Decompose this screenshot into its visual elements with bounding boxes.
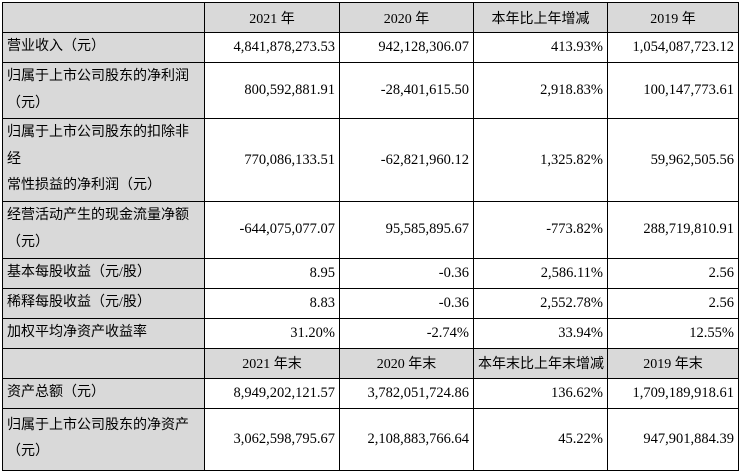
total-assets-2020: 3,782,051,724.86 [339, 377, 474, 409]
table-header-row-annual: 2021 年 2020 年 本年比上年增减 2019 年 [2, 2, 739, 33]
cash-flow-yoy: -773.82% [473, 200, 608, 259]
table-row-net-assets: 归属于上市公司股东的净资产 （元） 3,062,598,795.67 2,108… [2, 407, 739, 471]
net-profit-2021: 800,592,881.91 [204, 61, 340, 120]
weighted-roe-2021: 31.20% [204, 317, 340, 349]
row-label-diluted-eps: 稀释每股收益（元/股） [2, 287, 205, 319]
weighted-roe-2019: 12.55% [607, 317, 739, 349]
row-label-cash-flow: 经营活动产生的现金流量净额 （元） [2, 200, 205, 259]
row-label-net-assets: 归属于上市公司股东的净资产 （元） [2, 407, 205, 471]
table-row-net-profit: 归属于上市公司股东的净利润 （元） 800,592,881.91 -28,401… [2, 61, 739, 120]
total-assets-2021: 8,949,202,121.57 [204, 377, 340, 409]
header-2021-end: 2021 年末 [204, 347, 340, 379]
row-label-net-profit: 归属于上市公司股东的净利润 （元） [2, 61, 205, 120]
net-profit-excl-2020: -62,821,960.12 [339, 118, 474, 202]
header-corner-cell [2, 2, 205, 33]
cash-flow-2019: 288,719,810.91 [607, 200, 739, 259]
table-row-weighted-roe: 加权平均净资产收益率 31.20% -2.74% 33.94% 12.55% [2, 317, 739, 349]
header-2020-end: 2020 年末 [339, 347, 474, 379]
table-header-row-yearend: 2021 年末 2020 年末 本年末比上年末增减 2019 年末 [2, 347, 739, 379]
net-profit-excl-2021: 770,086,133.51 [204, 118, 340, 202]
revenue-2021: 4,841,878,273.53 [204, 32, 340, 63]
table-row-net-profit-excl-nonrecurring: 归属于上市公司股东的扣除非经 常性损益的净利润（元） 770,086,133.5… [2, 118, 739, 202]
net-assets-2021: 3,062,598,795.67 [204, 407, 340, 471]
row-label-revenue: 营业收入（元） [2, 32, 205, 63]
net-assets-2019: 947,901,884.39 [607, 407, 739, 471]
total-assets-2019: 1,709,189,918.61 [607, 377, 739, 409]
net-profit-excl-2019: 59,962,505.56 [607, 118, 739, 202]
diluted-eps-2021: 8.83 [204, 287, 340, 319]
basic-eps-2021: 8.95 [204, 257, 340, 289]
header-2021: 2021 年 [204, 2, 340, 33]
net-profit-2019: 100,147,773.61 [607, 61, 739, 120]
revenue-2020: 942,128,306.07 [339, 32, 474, 63]
header-yearend-change: 本年末比上年末增减 [473, 347, 608, 379]
table-row-operating-cash-flow: 经营活动产生的现金流量净额 （元） -644,075,077.07 95,585… [2, 200, 739, 259]
weighted-roe-2020: -2.74% [339, 317, 474, 349]
header2-corner-cell [2, 347, 205, 379]
header-yoy-change: 本年比上年增减 [473, 2, 608, 33]
row-label-net-profit-excl: 归属于上市公司股东的扣除非经 常性损益的净利润（元） [2, 118, 205, 202]
net-profit-excl-yoy: 1,325.82% [473, 118, 608, 202]
basic-eps-2019: 2.56 [607, 257, 739, 289]
diluted-eps-2020: -0.36 [339, 287, 474, 319]
row-label-basic-eps: 基本每股收益（元/股） [2, 257, 205, 289]
row-label-total-assets: 资产总额（元） [2, 377, 205, 409]
cash-flow-2020: 95,585,895.67 [339, 200, 474, 259]
net-assets-yoy: 45.22% [473, 407, 608, 471]
diluted-eps-2019: 2.56 [607, 287, 739, 319]
header-2019-end: 2019 年末 [607, 347, 739, 379]
header-2020: 2020 年 [339, 2, 474, 33]
weighted-roe-yoy: 33.94% [473, 317, 608, 349]
table-row-basic-eps: 基本每股收益（元/股） 8.95 -0.36 2,586.11% 2.56 [2, 257, 739, 289]
cash-flow-2021: -644,075,077.07 [204, 200, 340, 259]
diluted-eps-yoy: 2,552.78% [473, 287, 608, 319]
row-label-weighted-roe: 加权平均净资产收益率 [2, 317, 205, 349]
net-profit-yoy: 2,918.83% [473, 61, 608, 120]
basic-eps-yoy: 2,586.11% [473, 257, 608, 289]
header-2019: 2019 年 [607, 2, 739, 33]
table-row-diluted-eps: 稀释每股收益（元/股） 8.83 -0.36 2,552.78% 2.56 [2, 287, 739, 319]
net-profit-2020: -28,401,615.50 [339, 61, 474, 120]
table-row-total-assets: 资产总额（元） 8,949,202,121.57 3,782,051,724.8… [2, 377, 739, 409]
net-assets-2020: 2,108,883,766.64 [339, 407, 474, 471]
total-assets-yoy: 136.62% [473, 377, 608, 409]
revenue-yoy: 413.93% [473, 32, 608, 63]
table-row-revenue: 营业收入（元） 4,841,878,273.53 942,128,306.07 … [2, 32, 739, 63]
revenue-2019: 1,054,087,723.12 [607, 32, 739, 63]
basic-eps-2020: -0.36 [339, 257, 474, 289]
